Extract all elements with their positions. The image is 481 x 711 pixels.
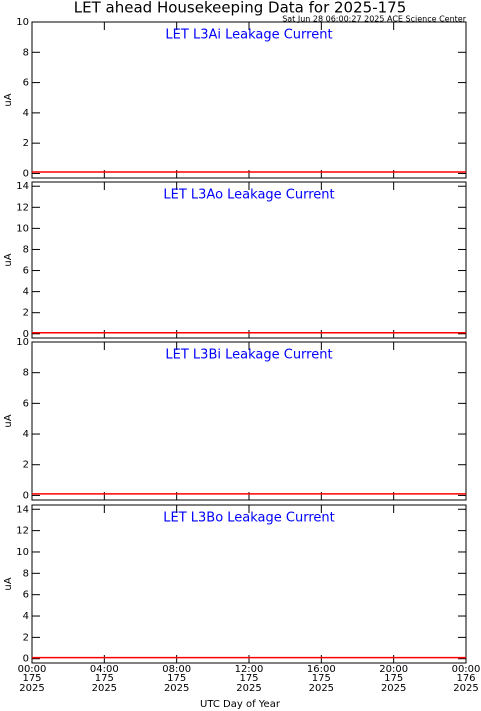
y-axis-label: uA [3, 414, 14, 427]
y-tick-label: 10 [16, 223, 29, 234]
y-tick-label: 2 [23, 460, 29, 471]
x-tick-year: 2025 [19, 683, 44, 694]
panel-title: LET L3Bo Leakage Current [163, 511, 335, 526]
y-tick-label: 2 [23, 138, 29, 149]
x-tick-day: 175 [239, 673, 258, 684]
x-tick-label: 04:00 [90, 664, 119, 675]
y-tick-label: 6 [23, 266, 29, 277]
x-tick-day: 175 [384, 673, 403, 684]
y-tick-label: 10 [16, 547, 29, 558]
x-tick-day: 175 [95, 673, 114, 684]
x-tick-year: 2025 [381, 683, 406, 694]
y-tick-label: 6 [23, 590, 29, 601]
y-tick-label: 2 [23, 308, 29, 319]
x-tick-label: 16:00 [307, 664, 336, 675]
y-tick-label: 12 [16, 526, 29, 537]
y-tick-label: 6 [23, 78, 29, 89]
y-tick-label: 4 [23, 287, 29, 298]
plot-frame [31, 504, 467, 664]
y-tick-label: 8 [23, 568, 29, 579]
y-tick-label: 2 [23, 632, 29, 643]
y-tick-label: 0 [23, 654, 29, 665]
y-tick-label: 0 [23, 490, 29, 501]
x-tick-day: 175 [312, 673, 331, 684]
plot-frame [31, 341, 467, 501]
x-tick-year: 2025 [236, 683, 261, 694]
plot-frame [31, 181, 467, 339]
y-axis-label: uA [3, 93, 14, 106]
y-tick-label: 0 [23, 168, 29, 179]
x-tick-day: 175 [167, 673, 186, 684]
plot-frame [31, 21, 467, 179]
x-tick-day: 175 [22, 673, 41, 684]
x-tick-label: 00:00 [452, 664, 481, 675]
panel-title: LET L3Ai Leakage Current [165, 28, 332, 43]
x-tick-label: 08:00 [162, 664, 191, 675]
y-tick-label: 14 [16, 504, 29, 515]
panel-title: LET L3Bi Leakage Current [165, 348, 332, 363]
x-tick-label: 12:00 [235, 664, 264, 675]
y-tick-label: 12 [16, 202, 29, 213]
x-tick-year: 2025 [164, 683, 189, 694]
y-tick-label: 0 [23, 329, 29, 340]
y-axis-label: uA [3, 577, 14, 590]
y-tick-label: 8 [23, 47, 29, 58]
y-tick-label: 6 [23, 398, 29, 409]
y-tick-label: 4 [23, 108, 29, 119]
x-tick-year: 2025 [92, 683, 117, 694]
chart-subtitle: Sat Jun 28 06:00:27 2025 ACE Science Cen… [282, 15, 467, 24]
x-tick-day: 176 [456, 673, 475, 684]
y-tick-label: 8 [23, 244, 29, 255]
y-tick-label: 14 [16, 181, 29, 192]
y-tick-label: 10 [16, 17, 29, 28]
x-tick-label: 20:00 [379, 664, 408, 675]
y-tick-label: 8 [23, 368, 29, 379]
x-tick-year: 2025 [453, 683, 478, 694]
chart-title: LET ahead Housekeeping Data for 2025-175 [74, 0, 406, 17]
y-tick-label: 4 [23, 429, 29, 440]
y-tick-label: 10 [16, 337, 29, 348]
x-tick-label: 00:00 [18, 664, 47, 675]
y-tick-label: 4 [23, 611, 29, 622]
panel-title: LET L3Ao Leakage Current [163, 188, 334, 203]
x-axis-label: UTC Day of Year [200, 699, 281, 710]
x-tick-year: 2025 [309, 683, 334, 694]
y-axis-label: uA [3, 253, 14, 266]
